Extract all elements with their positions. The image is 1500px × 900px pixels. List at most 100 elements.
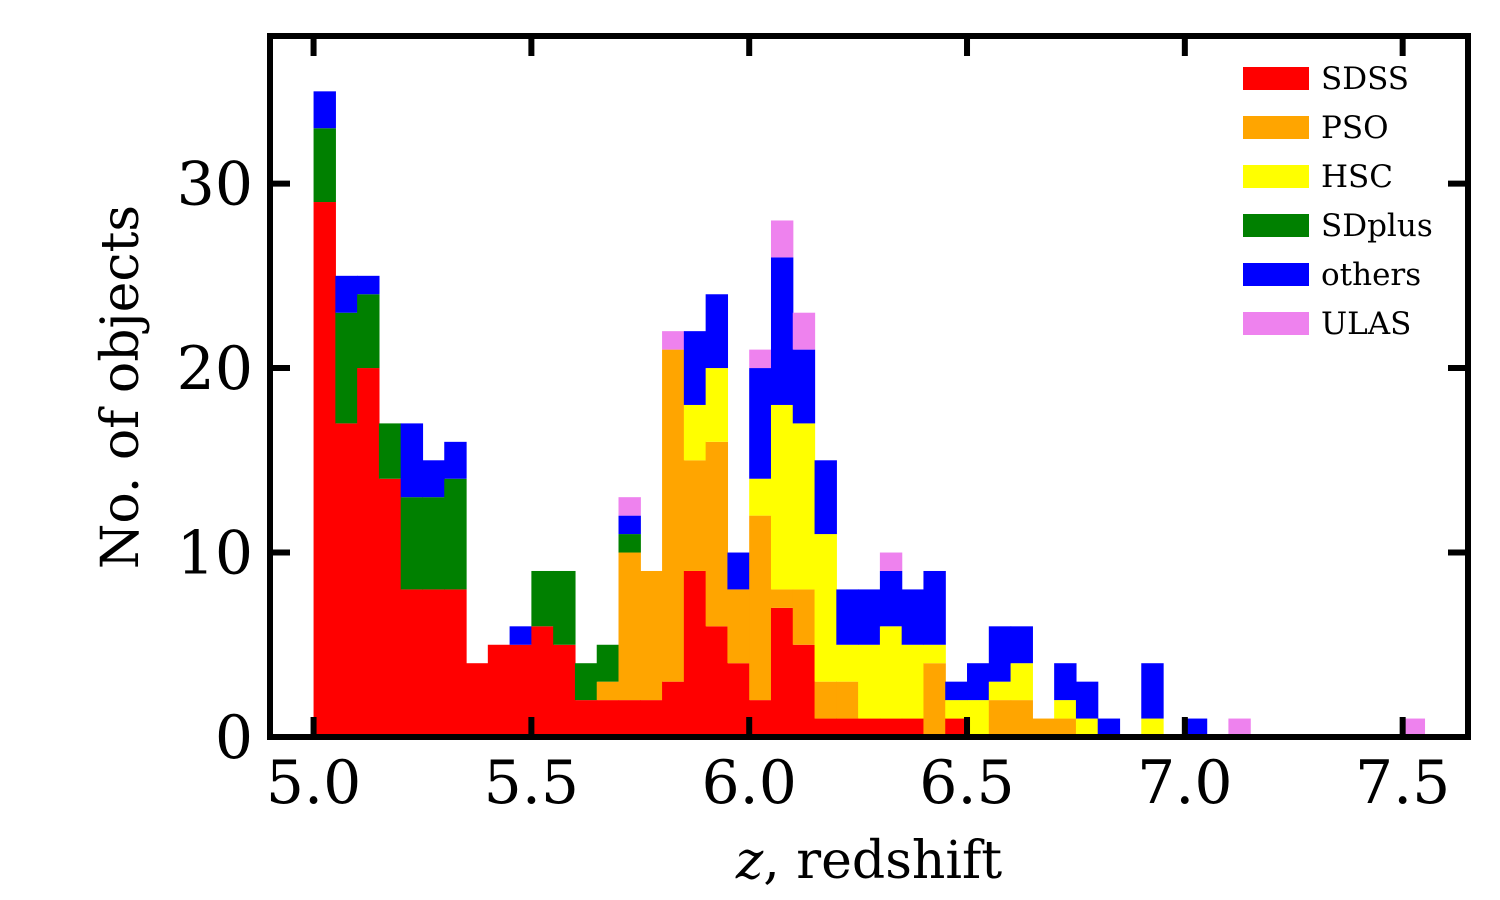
legend-swatch-hsc	[1243, 165, 1309, 188]
bar-segment-pso	[770, 589, 794, 608]
bar-segment-sdss	[727, 663, 750, 737]
x-tick-labels: 5.0 5.5 6.0 6.5 7.0 7.5	[266, 748, 1451, 818]
bar-segment-sdplus	[618, 534, 641, 553]
bar-segment-hsc	[923, 644, 946, 664]
bar-segment-sdss	[531, 626, 554, 737]
bar-segment-sdplus	[335, 312, 358, 424]
bar-segment-sdss	[574, 700, 598, 737]
bar-segment-ulas	[1228, 718, 1251, 737]
legend-label-others: others	[1321, 257, 1421, 293]
bar-segment-others	[444, 441, 467, 479]
legend-swatch-sdss	[1243, 67, 1309, 90]
y-tick-labels: 0 10 20 30	[177, 150, 253, 773]
x-tick-label: 6.0	[701, 748, 796, 818]
bar-segment-sdss	[487, 644, 511, 737]
bar-segment-pso	[727, 589, 750, 664]
bar-segment-others	[727, 552, 750, 590]
bar-segment-others	[357, 275, 380, 295]
x-tick-label: 7.5	[1355, 748, 1450, 818]
bar-segment-sdplus	[400, 497, 424, 590]
bar-segment-ulas	[879, 552, 903, 571]
bar-segment-sdss	[444, 589, 467, 737]
legend-swatch-pso	[1243, 116, 1309, 139]
bar-segment-others	[749, 368, 772, 479]
bar-segment-sdplus	[422, 497, 445, 590]
bar-segment-sdss	[770, 607, 794, 737]
bar-segment-sdss	[814, 718, 837, 737]
bar-segment-sdss	[509, 644, 532, 737]
bar-segment-sdplus	[596, 644, 620, 682]
y-tick-label: 0	[215, 703, 253, 773]
legend-swatch-sdplus	[1243, 214, 1309, 237]
bar-segment-others	[1010, 626, 1033, 664]
bar-segment-sdss	[466, 663, 489, 737]
bar-segment-sdss	[749, 700, 772, 737]
legend: SDSS PSO HSC SDplus others ULAS	[1243, 61, 1433, 342]
bar-segment-sdplus	[444, 478, 467, 590]
y-tick-label: 30	[177, 150, 253, 220]
x-tick-label: 5.5	[484, 748, 579, 818]
x-tick-label: 7.0	[1137, 748, 1232, 818]
legend-label-pso: PSO	[1321, 110, 1389, 146]
bar-segment-ulas	[1402, 718, 1426, 737]
legend-label-hsc: HSC	[1321, 159, 1393, 195]
bar-segment-ulas	[792, 312, 816, 350]
bar-segment-sdss	[357, 368, 380, 737]
x-axis-label-variable: z	[735, 831, 764, 891]
bar-segment-hsc	[683, 404, 707, 461]
bar-segment-pso	[662, 349, 685, 682]
y-tick-label: 20	[177, 334, 253, 404]
bar-segment-others	[945, 681, 968, 701]
legend-label-ulas: ULAS	[1321, 306, 1411, 342]
bar-segment-sdss	[422, 589, 445, 737]
y-tick-label: 10	[177, 519, 253, 589]
bar-segment-hsc	[1010, 663, 1033, 701]
bar-segment-sdss	[640, 700, 663, 737]
bar-segment-others	[1184, 718, 1208, 737]
bar-segment-others	[988, 626, 1012, 682]
bar-segment-ulas	[770, 220, 794, 258]
bar-segment-hsc	[836, 644, 859, 682]
bar-segment-others	[683, 331, 707, 405]
bar-segment-pso	[792, 589, 816, 645]
bar-segment-others	[1054, 663, 1077, 701]
bar-segment-others	[879, 570, 903, 627]
bar-segment-hsc	[879, 626, 903, 719]
bar-segment-others	[770, 257, 794, 405]
bar-segment-hsc	[749, 478, 772, 516]
bar-segment-others	[836, 589, 859, 645]
bar-segment-sdss	[792, 644, 816, 737]
bar-segment-hsc	[705, 368, 729, 442]
bar-segment-sdss	[596, 700, 620, 737]
bar-segment-pso	[683, 460, 707, 571]
bar-segment-pso	[988, 700, 1012, 737]
bar-segment-others	[313, 91, 336, 129]
bar-segment-pso	[1032, 718, 1055, 737]
bar-segment-sdss	[901, 718, 925, 737]
bar-segment-sdplus	[531, 570, 554, 627]
bar-segment-hsc	[1054, 700, 1077, 719]
bar-segment-sdplus	[553, 570, 576, 645]
bar-segment-hsc	[1141, 718, 1164, 737]
bar-segment-others	[422, 460, 445, 498]
bar-segment-others	[335, 275, 358, 313]
bar-segment-others	[705, 294, 729, 369]
bar-segment-others	[814, 460, 837, 535]
bar-segment-sdss	[378, 478, 402, 737]
bar-segment-others	[1075, 681, 1099, 719]
bar-segment-sdplus	[357, 294, 380, 369]
bar-segment-sdplus	[574, 663, 598, 701]
bar-segment-others	[1097, 718, 1121, 737]
bar-segment-sdss	[945, 718, 968, 737]
bar-segment-sdss	[313, 202, 336, 737]
bar-segment-sdss	[400, 589, 424, 737]
bar-segment-pso	[1010, 700, 1033, 737]
bar-segment-sdss	[879, 718, 903, 737]
bar-segment-pso	[596, 681, 620, 701]
bar-segment-others	[901, 589, 925, 645]
bar-segment-hsc	[988, 681, 1012, 701]
bar-segment-hsc	[814, 534, 837, 682]
bar-segment-others	[1141, 663, 1164, 719]
bar-segment-others	[400, 423, 424, 498]
bar-segment-sdss	[858, 718, 881, 737]
